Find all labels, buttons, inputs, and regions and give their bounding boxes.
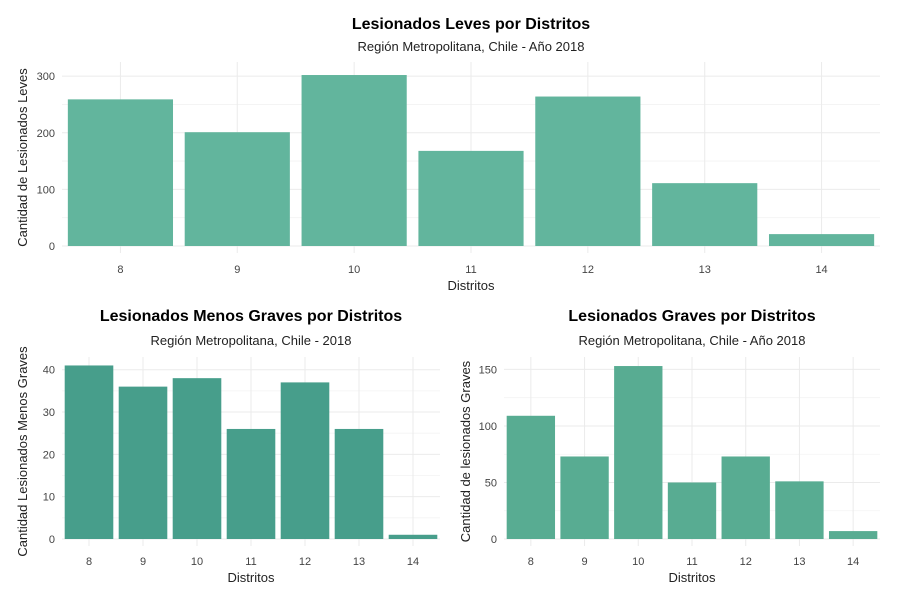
bar-12 (721, 456, 770, 539)
bar-14 (388, 534, 438, 539)
x-tick-label: 14 (847, 556, 859, 568)
x-tick-label: 11 (245, 556, 256, 568)
x-tick-label: 13 (699, 264, 711, 276)
chart-title: Lesionados Graves por Distritos (568, 308, 815, 325)
bar-13 (334, 428, 384, 539)
y-tick-label: 30 (43, 407, 55, 419)
bar-13 (652, 183, 758, 246)
x-tick-label: 12 (582, 264, 594, 276)
bar-12 (535, 96, 641, 246)
y-axis-label: Cantidad de lesionados Graves (458, 360, 473, 542)
x-tick-label: 9 (582, 556, 588, 568)
chart-leves: 0 100 200 300 8 9 10 11 12 13 14 Lesionados Leves p… (15, 16, 880, 293)
x-axis-label: Distritos (669, 570, 716, 585)
y-tick-label: 10 (43, 492, 55, 504)
x-tick-label: 11 (686, 556, 697, 568)
y-tick-label: 150 (479, 364, 497, 376)
bar-12 (280, 382, 330, 539)
bar-10 (614, 366, 663, 539)
y-tick-label: 20 (43, 449, 55, 461)
y-axis-label: Cantidad Lesionados Menos Graves (15, 346, 30, 557)
x-tick-label: 13 (793, 556, 805, 568)
x-tick-label: 12 (299, 556, 311, 568)
x-tick-label: 10 (191, 556, 203, 568)
bar-9 (184, 132, 290, 246)
bar-14 (768, 234, 875, 246)
bar-10 (172, 378, 222, 539)
x-tick-label: 8 (86, 556, 92, 568)
bar-8 (506, 415, 556, 539)
x-axis-label: Distritos (448, 278, 495, 293)
y-tick-label: 40 (43, 365, 55, 377)
y-tick-label: 0 (49, 241, 55, 253)
chart-subtitle: Región Metropolitana, Chile - 2018 (151, 333, 352, 348)
chart-title: Lesionados Menos Graves por Distritos (100, 308, 402, 325)
bar-11 (667, 482, 717, 539)
y-axis-label: Cantidad de Lesionados Leves (15, 68, 30, 247)
x-tick-label: 13 (353, 556, 365, 568)
x-tick-label: 10 (632, 556, 644, 568)
chart-graves: 0 50 100 150 8 9 10 11 12 13 14 Lesionados Graves p… (458, 308, 880, 585)
bar-13 (775, 481, 824, 539)
bar-14 (828, 531, 878, 539)
chart-subtitle: Región Metropolitana, Chile - Año 2018 (358, 39, 585, 54)
x-tick-label: 14 (815, 264, 827, 276)
y-tick-label: 300 (37, 71, 55, 83)
x-tick-label: 12 (740, 556, 752, 568)
chart-title: Lesionados Leves por Distritos (352, 16, 590, 33)
y-tick-label: 0 (49, 534, 55, 546)
bar-11 (418, 150, 524, 246)
y-tick-label: 100 (479, 421, 497, 433)
y-tick-label: 100 (37, 184, 55, 196)
bar-8 (67, 99, 174, 247)
chart-subtitle: Región Metropolitana, Chile - Año 2018 (579, 333, 806, 348)
x-tick-label: 10 (348, 264, 360, 276)
bar-9 (560, 456, 609, 539)
bar-8 (64, 365, 114, 539)
bar-10 (301, 75, 407, 246)
x-tick-label: 8 (117, 264, 123, 276)
x-tick-label: 9 (234, 264, 240, 276)
x-tick-label: 8 (528, 556, 534, 568)
bar-11 (226, 428, 276, 539)
bar-9 (118, 386, 168, 539)
x-axis-label: Distritos (228, 570, 275, 585)
y-tick-label: 200 (37, 128, 55, 140)
x-tick-label: 14 (407, 556, 419, 568)
x-tick-label: 11 (465, 264, 476, 276)
y-tick-label: 50 (485, 477, 497, 489)
y-tick-label: 0 (491, 534, 497, 546)
x-tick-label: 9 (140, 556, 146, 568)
chart-menos-graves: 0 10 20 30 40 8 9 10 11 12 13 14 Lesionados Menos Gr… (15, 308, 440, 585)
